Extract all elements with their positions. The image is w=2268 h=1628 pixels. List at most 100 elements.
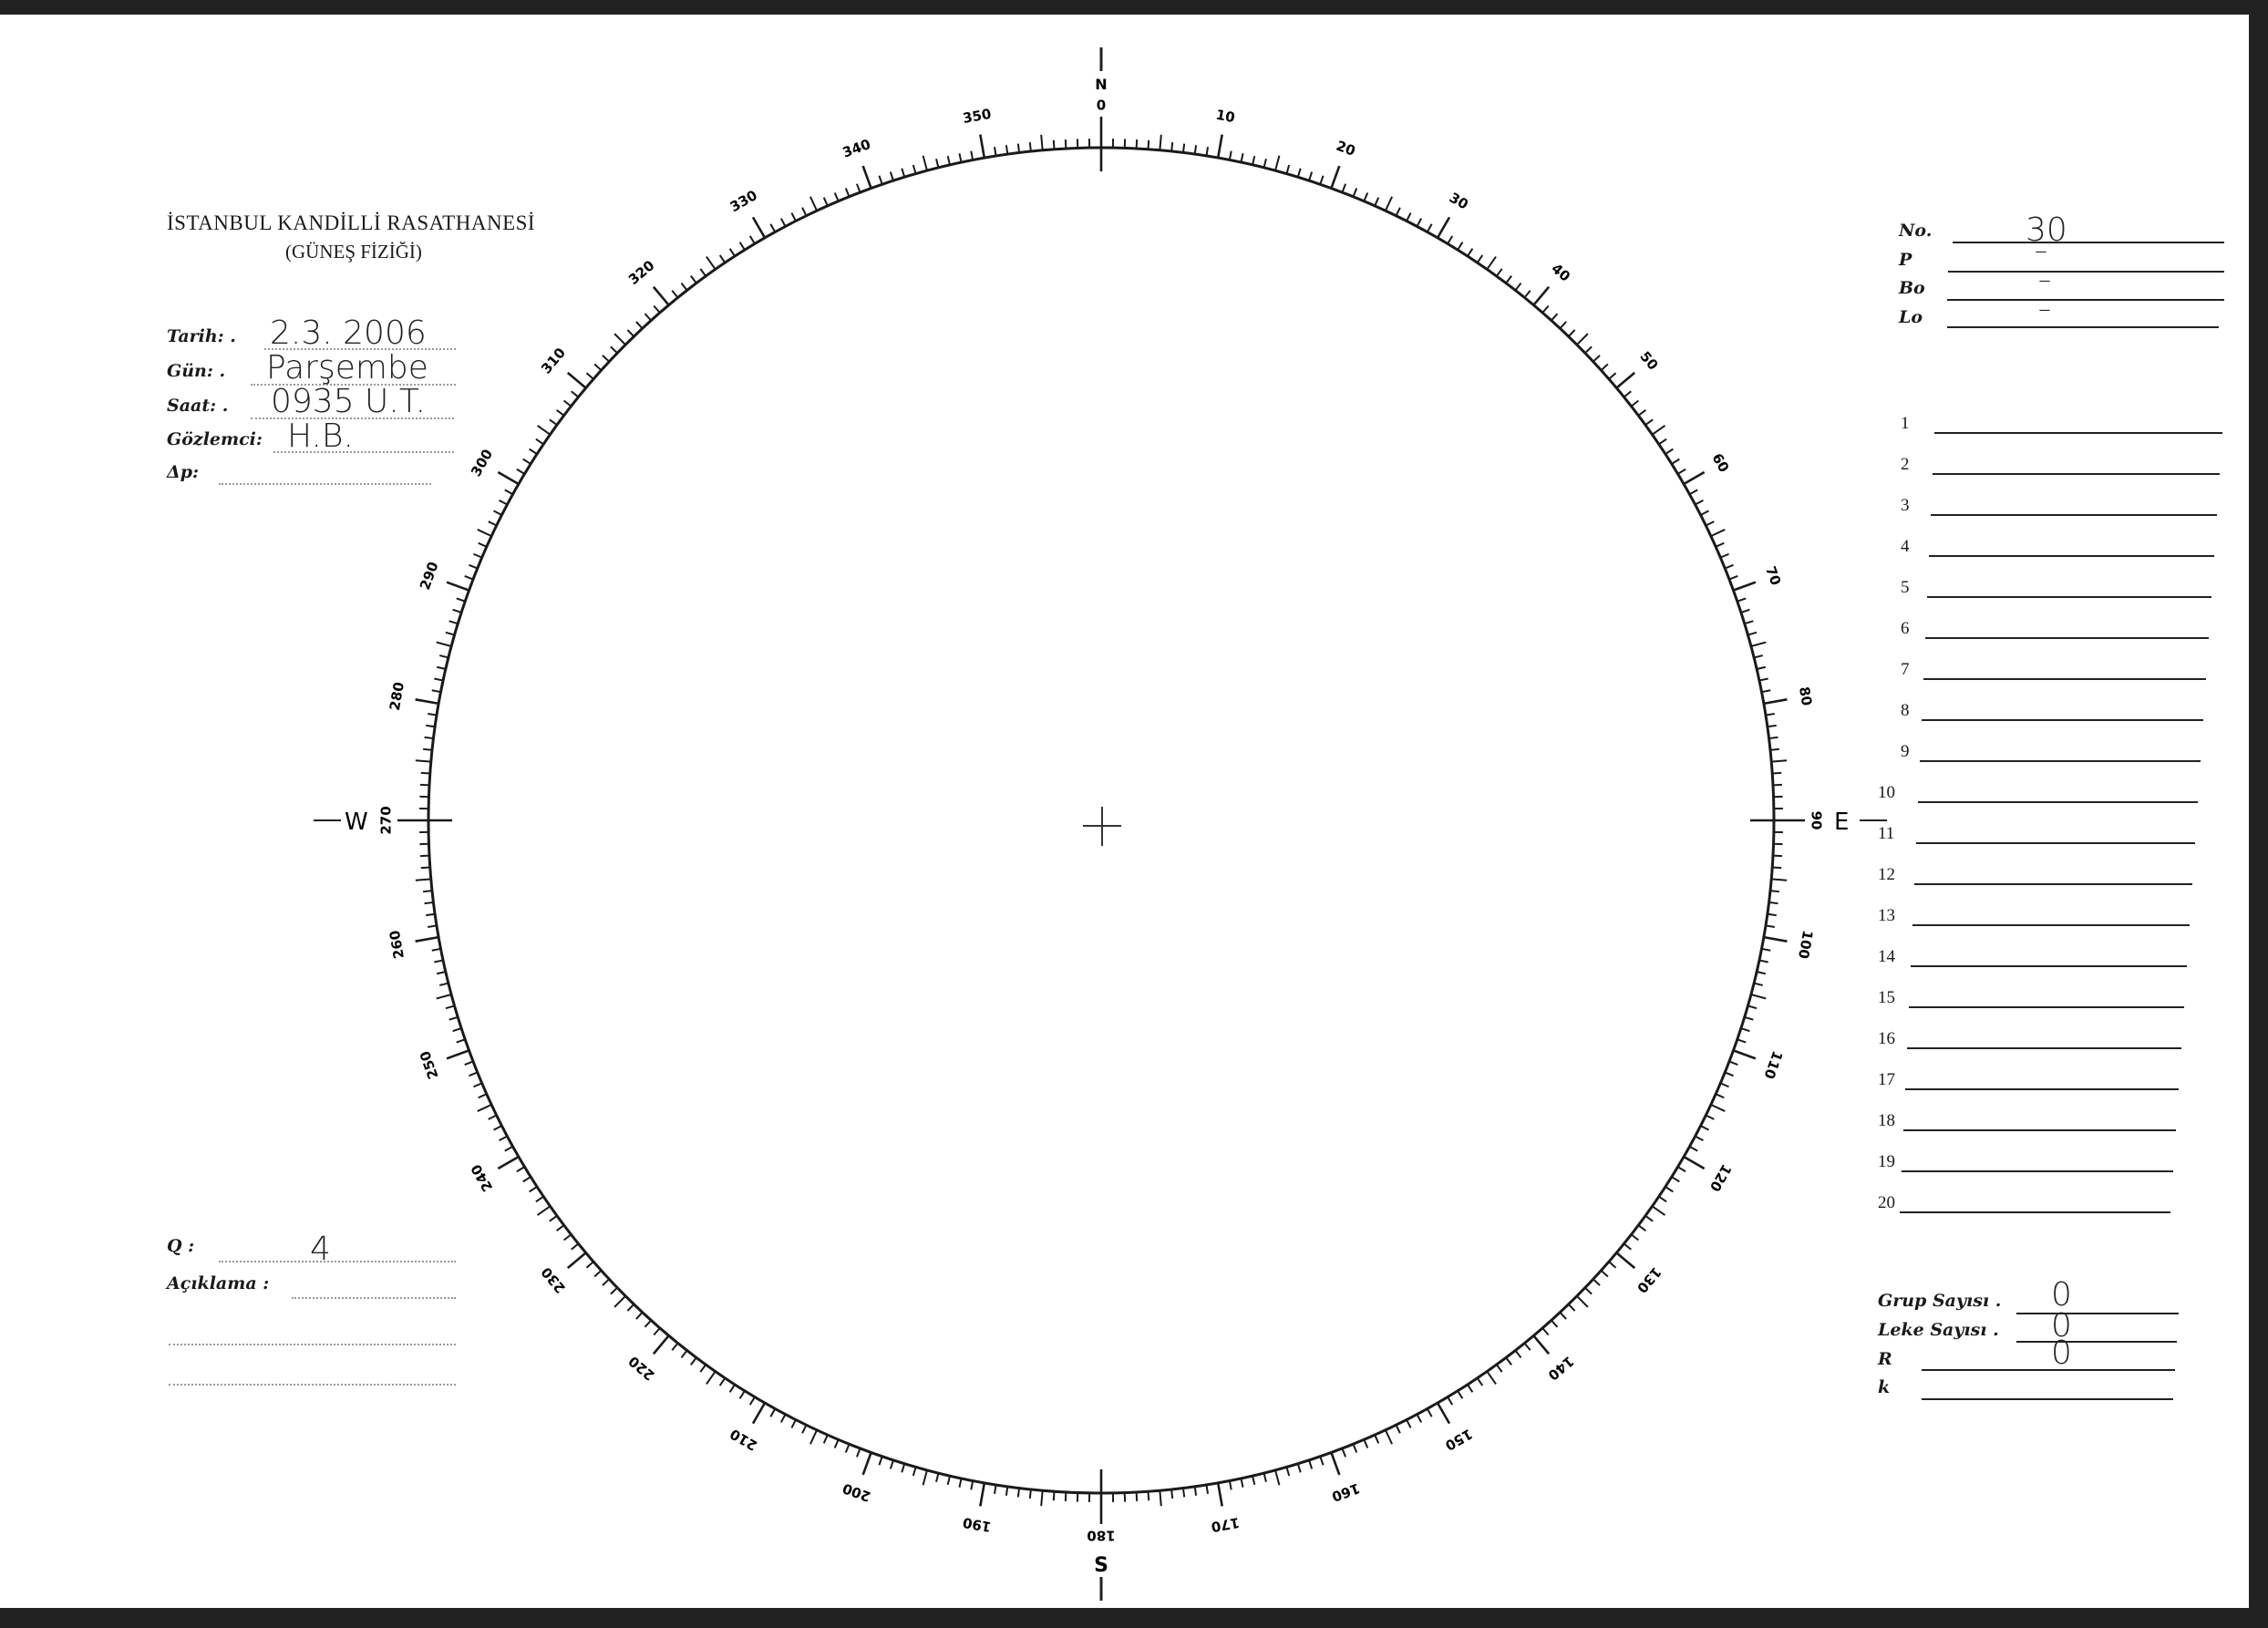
notes-field-3[interactable] [169,1384,456,1386]
group-row-field[interactable] [1929,555,2214,557]
dial-label: 40 [1548,260,1573,284]
dial-tick [1623,1242,1632,1251]
group-row-field[interactable] [1934,432,2222,434]
dial-tick [652,1334,670,1355]
dial-tick [699,1364,707,1373]
group-row-number: 12 [1878,865,1895,884]
dial-label: 130 [1634,1263,1665,1296]
dial-tick [1551,1319,1559,1328]
dial-tick [499,1135,508,1142]
dial-tick [1567,329,1576,337]
group-row-field[interactable] [1925,637,2209,639]
dial-tick [690,275,697,284]
dial-tick [522,458,531,465]
dial-tick [878,175,883,185]
lo-field[interactable] [1947,326,2219,328]
group-row-field[interactable] [1922,719,2203,721]
dial-tick [751,1402,767,1425]
dial-tick [1761,947,1771,952]
dial-tick [1052,139,1056,149]
dial-ticks [397,117,1805,1524]
group-count-field[interactable] [2016,1313,2179,1314]
dial-tick [979,1482,986,1507]
group-row-field[interactable] [1920,760,2201,762]
observer-field[interactable] [273,451,454,453]
dial-tick [497,1155,520,1170]
dial-label: 270 [378,806,395,834]
dial-tick [436,971,447,975]
group-row-number: 13 [1878,906,1895,925]
dial-tick [901,1463,906,1473]
dial-tick [861,1452,872,1476]
dial-tick [1768,901,1778,905]
bo-field[interactable] [1947,299,2224,301]
spot-count-field[interactable] [2016,1341,2177,1343]
group-row-field[interactable] [1907,1047,2181,1049]
dial-tick [1228,1480,1232,1490]
dial-label: 230 [538,1263,569,1296]
group-row-field[interactable] [1909,1006,2184,1008]
dial-tick [1763,698,1788,706]
dial-tick [1772,866,1782,870]
dial-tick [424,736,434,740]
group-row-field[interactable] [1902,1170,2173,1172]
dial-tick [1352,1443,1358,1453]
group-row-field[interactable] [1931,514,2217,516]
observer-label: Gözlemci: [167,429,263,449]
group-row-field[interactable] [1933,473,2220,475]
date-field[interactable] [264,348,456,350]
dial-tick [856,1448,861,1458]
dial-tick [1308,1459,1314,1469]
delta-p-field[interactable] [219,483,431,485]
group-row-field[interactable] [1918,801,2198,803]
group-row-field[interactable] [1903,1129,2176,1131]
notes-field-2[interactable] [169,1344,456,1345]
group-row-field[interactable] [1914,883,2192,885]
day-field[interactable] [251,384,456,386]
dial-tick [415,759,431,763]
dial-tick [1341,183,1346,193]
dial-tick [1476,1377,1484,1386]
dial-tick [1630,1233,1640,1242]
dial-tick [1016,143,1021,153]
dial-tick [1651,1205,1666,1216]
dial-tick [420,771,430,775]
k-field[interactable] [1922,1398,2173,1400]
dial-tick [970,150,974,160]
group-row-field[interactable] [1900,1211,2170,1213]
notes-field-1[interactable] [292,1297,456,1299]
no-field[interactable] [1953,242,2224,243]
dial-label: 280 [387,681,407,712]
dial-tick [1733,1049,1757,1060]
dial-label: 160 [1330,1479,1363,1505]
dial-tick [1352,188,1358,198]
dial-tick [602,1278,610,1286]
group-row-field[interactable] [1911,965,2187,967]
dial-tick [1744,1015,1754,1021]
dial-tick [529,448,538,455]
p-field[interactable] [1948,271,2224,273]
dial-tick [431,689,441,694]
dial-tick [1710,1103,1726,1112]
q-field[interactable] [219,1261,456,1262]
dial-tick [1040,1490,1044,1507]
dial-tick [516,468,525,475]
group-row-field[interactable] [1927,596,2211,598]
dial-tick [1374,1434,1380,1444]
dial-tick [428,712,438,716]
group-row-field[interactable] [1912,924,2190,926]
group-row-field[interactable] [1916,842,2195,844]
group-row-field[interactable] [1905,1088,2179,1090]
group-row-field[interactable] [1923,678,2206,680]
dial-tick [436,665,447,670]
dial-tick [1724,1071,1734,1077]
dial-tick [571,1242,580,1251]
date-value: 2.3. 2006 [270,314,427,352]
dial-tick [1765,712,1775,716]
group-row-number: 20 [1878,1193,1895,1212]
dial-tick [1695,1135,1704,1142]
dial-tick [1252,155,1256,166]
r-field[interactable] [1922,1369,2175,1371]
time-field[interactable] [251,417,454,419]
